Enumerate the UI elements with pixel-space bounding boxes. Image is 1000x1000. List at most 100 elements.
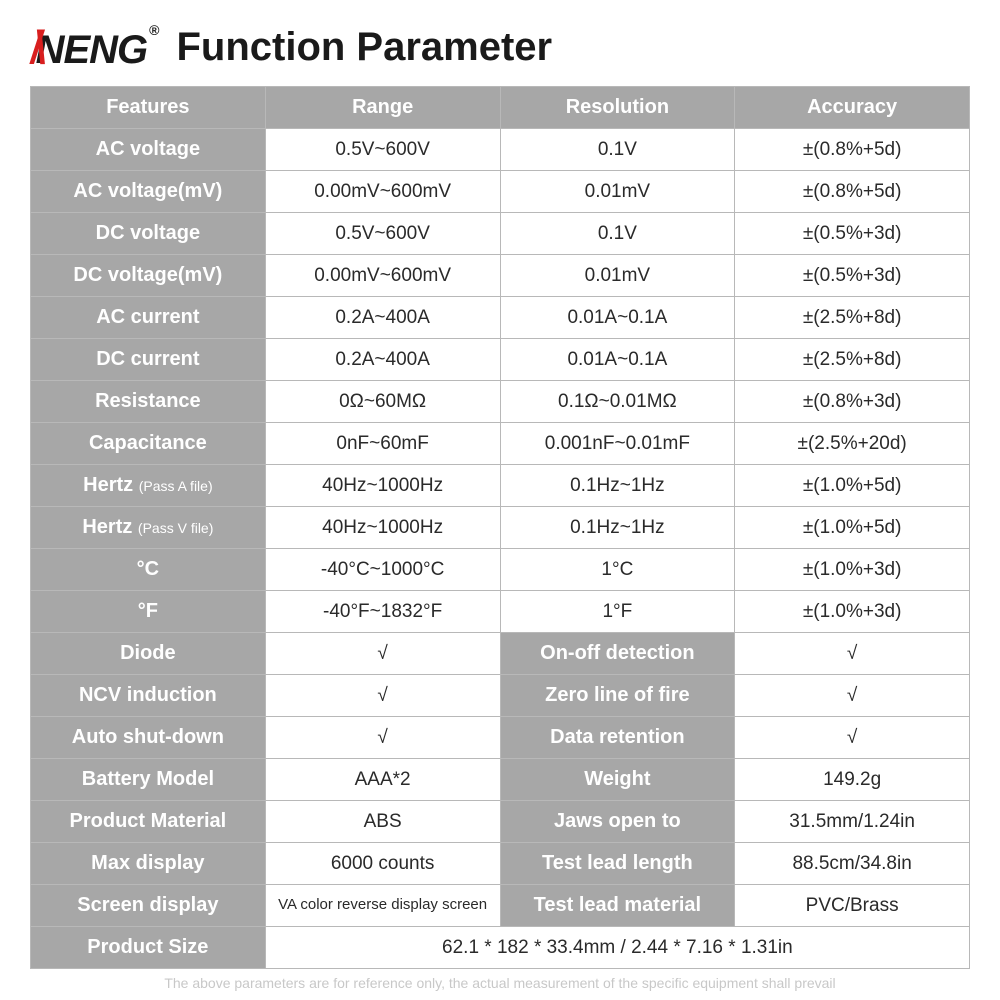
logo-text: NENG® xyxy=(36,28,157,73)
resolution-value: 0.01A~0.1A xyxy=(500,339,735,381)
resolution-value: 1°C xyxy=(500,549,735,591)
range-value: -40°C~1000°C xyxy=(265,549,500,591)
feature-label: Battery Model xyxy=(31,759,266,801)
feature-value: PVC/Brass xyxy=(735,885,970,927)
registered-icon: ® xyxy=(149,22,158,38)
page-title: Function Parameter xyxy=(176,25,552,70)
range-value: 0.00mV~600mV xyxy=(265,171,500,213)
table-row: DC voltage(mV)0.00mV~600mV0.01mV±(0.5%+3… xyxy=(31,255,970,297)
accuracy-value: ±(2.5%+8d) xyxy=(735,297,970,339)
table-row: Resistance0Ω~60MΩ0.1Ω~0.01MΩ±(0.8%+3d) xyxy=(31,381,970,423)
range-value: 0.5V~600V xyxy=(265,129,500,171)
table-row: DC current0.2A~400A0.01A~0.1A±(2.5%+8d) xyxy=(31,339,970,381)
feature-value: √ xyxy=(735,675,970,717)
feature-label: °C xyxy=(31,549,266,591)
accuracy-value: ±(0.8%+5d) xyxy=(735,129,970,171)
feature-label: Hertz (Pass V file) xyxy=(31,507,266,549)
feature-label: Max display xyxy=(31,843,266,885)
range-value: 40Hz~1000Hz xyxy=(265,507,500,549)
feature-label: DC current xyxy=(31,339,266,381)
footnote: The above parameters are for reference o… xyxy=(30,975,970,991)
table-row: °C-40°C~1000°C1°C±(1.0%+3d) xyxy=(31,549,970,591)
feature-label: Product Size xyxy=(31,927,266,969)
feature-value: √ xyxy=(265,675,500,717)
accuracy-value: ±(0.8%+3d) xyxy=(735,381,970,423)
feature-value: AAA*2 xyxy=(265,759,500,801)
feature-label: Weight xyxy=(500,759,735,801)
column-header: Resolution xyxy=(500,87,735,129)
feature-label: Jaws open to xyxy=(500,801,735,843)
column-header: Accuracy xyxy=(735,87,970,129)
feature-label: Zero line of fire xyxy=(500,675,735,717)
accuracy-value: ±(1.0%+3d) xyxy=(735,591,970,633)
table-row: °F-40°F~1832°F1°F±(1.0%+3d) xyxy=(31,591,970,633)
feature-label: DC voltage xyxy=(31,213,266,255)
table-row: AC voltage(mV)0.00mV~600mV0.01mV±(0.8%+5… xyxy=(31,171,970,213)
feature-value: √ xyxy=(735,633,970,675)
table-row: Max display6000 countsTest lead length88… xyxy=(31,843,970,885)
resolution-value: 0.01A~0.1A xyxy=(500,297,735,339)
feature-label: Data retention xyxy=(500,717,735,759)
table-row: Hertz (Pass A file)40Hz~1000Hz0.1Hz~1Hz±… xyxy=(31,465,970,507)
feature-value: √ xyxy=(265,633,500,675)
table-row: AC current0.2A~400A0.01A~0.1A±(2.5%+8d) xyxy=(31,297,970,339)
feature-label: Product Material xyxy=(31,801,266,843)
accuracy-value: ±(1.0%+3d) xyxy=(735,549,970,591)
feature-label: AC current xyxy=(31,297,266,339)
feature-label: Hertz (Pass A file) xyxy=(31,465,266,507)
range-value: 0.5V~600V xyxy=(265,213,500,255)
range-value: 0.2A~400A xyxy=(265,297,500,339)
feature-label: AC voltage(mV) xyxy=(31,171,266,213)
feature-label: Test lead material xyxy=(500,885,735,927)
brand-logo: /\ NENG® xyxy=(30,20,156,74)
feature-label: Diode xyxy=(31,633,266,675)
resolution-value: 0.01mV xyxy=(500,255,735,297)
accuracy-value: ±(0.5%+3d) xyxy=(735,255,970,297)
table-row: Auto shut-down√Data retention√ xyxy=(31,717,970,759)
accuracy-value: ±(0.5%+3d) xyxy=(735,213,970,255)
feature-value: 62.1 * 182 * 33.4mm / 2.44 * 7.16 * 1.31… xyxy=(265,927,969,969)
logo-chevron-icon: /\ xyxy=(31,20,39,74)
feature-label: Test lead length xyxy=(500,843,735,885)
table-row: DC voltage0.5V~600V0.1V±(0.5%+3d) xyxy=(31,213,970,255)
accuracy-value: ±(1.0%+5d) xyxy=(735,507,970,549)
table-row: Diode√On-off detection√ xyxy=(31,633,970,675)
feature-label: Resistance xyxy=(31,381,266,423)
feature-value: 149.2g xyxy=(735,759,970,801)
resolution-value: 1°F xyxy=(500,591,735,633)
resolution-value: 0.1Hz~1Hz xyxy=(500,465,735,507)
range-value: 0Ω~60MΩ xyxy=(265,381,500,423)
resolution-value: 0.1V xyxy=(500,213,735,255)
feature-value: 6000 counts xyxy=(265,843,500,885)
accuracy-value: ±(0.8%+5d) xyxy=(735,171,970,213)
range-value: 0nF~60mF xyxy=(265,423,500,465)
feature-label: DC voltage(mV) xyxy=(31,255,266,297)
header: /\ NENG® Function Parameter xyxy=(30,20,970,74)
table-row: Product MaterialABSJaws open to31.5mm/1.… xyxy=(31,801,970,843)
column-header: Range xyxy=(265,87,500,129)
resolution-value: 0.01mV xyxy=(500,171,735,213)
resolution-value: 0.1V xyxy=(500,129,735,171)
resolution-value: 0.1Hz~1Hz xyxy=(500,507,735,549)
feature-value: VA color reverse display screen xyxy=(265,885,500,927)
table-row: NCV induction√Zero line of fire√ xyxy=(31,675,970,717)
accuracy-value: ±(2.5%+8d) xyxy=(735,339,970,381)
feature-value: ABS xyxy=(265,801,500,843)
feature-label: AC voltage xyxy=(31,129,266,171)
table-row: Capacitance0nF~60mF0.001nF~0.01mF±(2.5%+… xyxy=(31,423,970,465)
accuracy-value: ±(1.0%+5d) xyxy=(735,465,970,507)
feature-label: °F xyxy=(31,591,266,633)
range-value: 0.00mV~600mV xyxy=(265,255,500,297)
logo-name: NENG xyxy=(36,28,148,72)
feature-value: 88.5cm/34.8in xyxy=(735,843,970,885)
resolution-value: 0.001nF~0.01mF xyxy=(500,423,735,465)
range-value: 0.2A~400A xyxy=(265,339,500,381)
column-header: Features xyxy=(31,87,266,129)
table-header-row: FeaturesRangeResolutionAccuracy xyxy=(31,87,970,129)
table-row: Battery ModelAAA*2Weight149.2g xyxy=(31,759,970,801)
table-row: Product Size62.1 * 182 * 33.4mm / 2.44 *… xyxy=(31,927,970,969)
parameter-table: FeaturesRangeResolutionAccuracyAC voltag… xyxy=(30,86,970,969)
feature-label: NCV induction xyxy=(31,675,266,717)
feature-label: Capacitance xyxy=(31,423,266,465)
feature-label: On-off detection xyxy=(500,633,735,675)
